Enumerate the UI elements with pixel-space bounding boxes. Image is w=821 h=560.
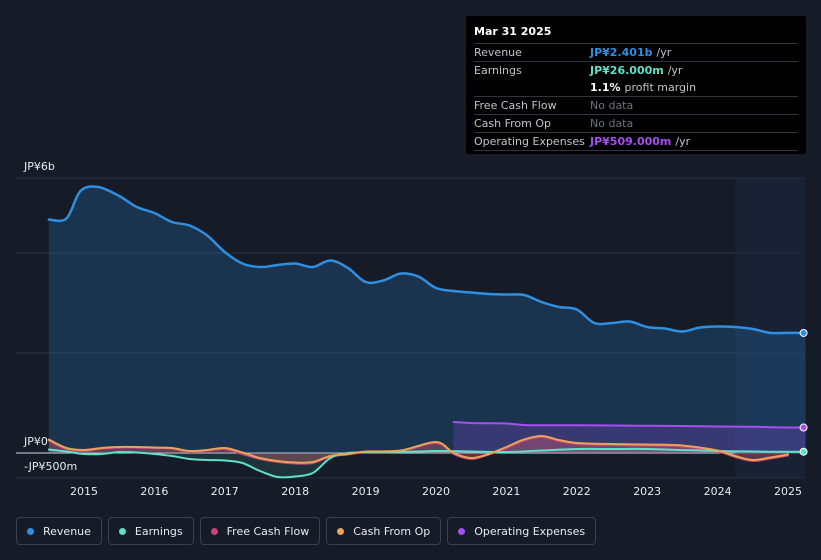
tooltip-unit: profit margin [624, 81, 697, 94]
tooltip-date: Mar 31 2025 [474, 22, 798, 44]
legend-cash-from-op[interactable]: Cash From Op [326, 517, 442, 545]
tooltip-value: No data [590, 117, 634, 130]
legend-label: Free Cash Flow [226, 524, 310, 538]
tooltip-label: Operating Expenses [474, 135, 585, 148]
x-tick-label: 2015 [70, 485, 98, 498]
tooltip-label: Free Cash Flow [474, 99, 557, 112]
tooltip-row-cfo: Cash From Op No data [474, 115, 798, 133]
tooltip-value: JP¥2.401b [590, 46, 653, 59]
x-tick-label: 2023 [633, 485, 662, 498]
tooltip-value: JP¥26.000m [590, 64, 664, 77]
series-fills [48, 186, 806, 478]
series-lines [47, 185, 807, 479]
tooltip-value: JP¥509.000m [590, 135, 672, 148]
tooltip-value: 1.1% [590, 81, 621, 94]
legend-label: Cash From Op [353, 524, 431, 538]
legend-label: Earnings [134, 524, 183, 538]
revenue-area [48, 186, 806, 454]
x-tick-label: 2022 [562, 485, 591, 498]
tooltip-label: Cash From Op [474, 117, 552, 130]
operating-expenses-area [453, 422, 806, 453]
tooltip-label: Revenue [474, 46, 522, 59]
x-tick-label: 2021 [492, 485, 521, 498]
tooltip-unit: /yr [667, 64, 683, 77]
legend-free-cash-flow[interactable]: Free Cash Flow [199, 517, 321, 545]
tooltip-row-revenue: Revenue JP¥2.401b /yr [474, 44, 798, 62]
tooltip-row-margin: 1.1% profit margin [474, 79, 798, 97]
tooltip-row-earnings: Earnings JP¥26.000m /yr [474, 62, 798, 79]
tooltip-row-opex: Operating Expenses JP¥509.000m /yr [474, 133, 798, 151]
y-label-negative: -JP¥500m [24, 460, 78, 473]
x-tick-label: 2019 [351, 485, 380, 498]
x-tick-label: 2018 [281, 485, 310, 498]
legend-label: Revenue [43, 524, 91, 538]
x-tick-label: 2016 [140, 485, 169, 498]
earnings-line [47, 447, 807, 479]
tooltip-row-fcf: Free Cash Flow No data [474, 97, 798, 115]
x-tick-label: 2024 [703, 485, 732, 498]
dot-icon [337, 527, 345, 535]
tooltip-unit: /yr [675, 135, 691, 148]
operating-expenses-line [452, 421, 807, 429]
legend-operating-expenses[interactable]: Operating Expenses [447, 517, 597, 545]
dot-icon [458, 527, 466, 535]
x-tick-label: 2020 [422, 485, 450, 498]
tooltip-unit: /yr [656, 46, 672, 59]
earnings-end-marker [799, 447, 808, 456]
legend-revenue[interactable]: Revenue [16, 517, 102, 545]
y-label-top: JP¥6b [24, 160, 55, 173]
operating-expenses-end-marker [799, 423, 808, 432]
legend: Revenue Earnings Free Cash Flow Cash Fro… [16, 517, 597, 545]
revenue-line [47, 185, 807, 335]
x-tick-label: 2017 [210, 485, 239, 498]
cash-from-op-line [47, 434, 789, 464]
tooltip: Mar 31 2025 Revenue JP¥2.401b /yr Earnin… [466, 16, 806, 154]
x-tick-label: 2025 [774, 485, 802, 498]
y-label-zero: JP¥0 [24, 435, 48, 448]
tooltip-label: Earnings [474, 64, 522, 77]
cash-from-op-area [48, 435, 789, 463]
earnings-area [48, 448, 806, 478]
legend-earnings[interactable]: Earnings [107, 517, 194, 545]
dot-icon [118, 527, 126, 535]
dot-icon [210, 527, 218, 535]
end-markers [799, 328, 808, 456]
legend-label: Operating Expenses [474, 524, 586, 538]
dot-icon [27, 527, 34, 535]
free-cash-flow-area [48, 436, 789, 464]
tooltip-value: No data [590, 99, 634, 112]
revenue-end-marker [799, 328, 808, 337]
